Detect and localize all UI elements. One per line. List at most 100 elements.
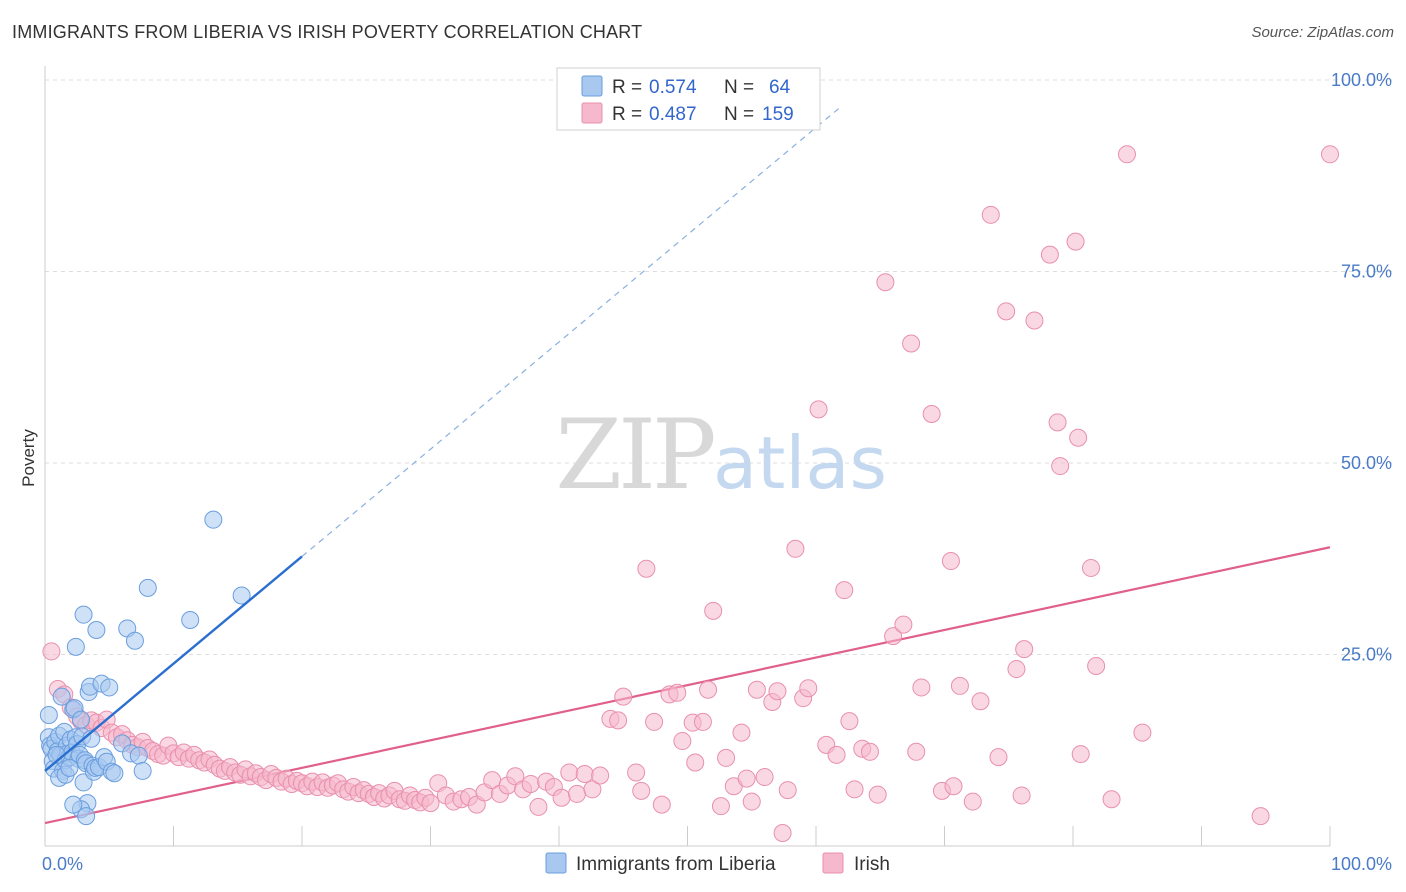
y-axis-label: Poverty <box>19 429 38 487</box>
watermark-zip: ZIP <box>555 399 714 511</box>
correlation-legend: R = 0.574 N = 64 R = 0.487 N = 159 <box>556 67 821 131</box>
irish-point <box>567 784 586 803</box>
legend-r-label-2: R = <box>612 104 642 125</box>
liberia-point <box>105 764 124 783</box>
legend-blue-swatch <box>581 75 603 97</box>
irish-point <box>1007 660 1026 679</box>
source-label: Source: ZipAtlas.com <box>1251 24 1394 41</box>
liberia-point <box>39 706 58 725</box>
irish-point <box>1071 745 1090 764</box>
irish-point <box>637 559 656 578</box>
irish-point <box>699 680 718 699</box>
irish-point <box>632 781 651 800</box>
irish-point <box>1051 457 1070 476</box>
irish-point <box>981 205 1000 224</box>
irish-point <box>686 753 705 772</box>
irish-point <box>627 763 646 782</box>
liberia-trend-line <box>44 555 303 772</box>
irish-point <box>521 774 540 793</box>
irish-point <box>868 785 887 804</box>
irish-point <box>894 615 913 634</box>
bottom-legend-label-irish: Irish <box>854 854 890 875</box>
irish-point <box>711 797 730 816</box>
bottom-legend-pink-swatch <box>822 852 844 874</box>
irish-point <box>583 780 602 799</box>
liberia-point <box>71 710 90 729</box>
irish-point <box>1081 558 1100 577</box>
liberia-point <box>74 605 93 624</box>
irish-point <box>944 777 963 796</box>
irish-point <box>645 712 664 731</box>
liberia-point <box>87 620 106 639</box>
irish-point <box>912 678 931 697</box>
irish-point <box>884 627 903 646</box>
y-tick-label: 50.0% <box>1341 453 1392 473</box>
irish-point <box>950 676 969 695</box>
irish-point <box>827 745 846 764</box>
irish-point <box>778 781 797 800</box>
irish-point <box>732 723 751 742</box>
irish-point <box>673 732 692 751</box>
liberia-point <box>77 807 96 826</box>
y-tick-label: 25.0% <box>1341 645 1392 665</box>
irish-point <box>742 792 761 811</box>
irish-point <box>876 273 895 292</box>
liberia-point <box>129 746 148 765</box>
irish-point <box>1066 232 1085 251</box>
irish-point <box>840 712 859 731</box>
bottom-legend-blue-swatch <box>545 852 567 874</box>
irish-point <box>1015 640 1034 659</box>
liberia-point <box>138 578 157 597</box>
x-tick-label: 0.0% <box>42 854 83 874</box>
legend-r-value-1: 0.574 <box>649 77 697 98</box>
irish-point <box>609 711 628 730</box>
irish-point <box>614 687 633 706</box>
liberia-point <box>60 758 79 777</box>
irish-point <box>755 768 774 787</box>
irish-point <box>809 400 828 419</box>
y-tick-label: 75.0% <box>1341 262 1392 282</box>
irish-point <box>1117 145 1136 164</box>
irish-point <box>704 601 723 620</box>
irish-point <box>652 795 671 814</box>
liberia-point <box>133 761 152 780</box>
irish-point <box>845 780 864 799</box>
irish-point <box>693 712 712 731</box>
bottom-legend-label-liberia: Immigrants from Liberia <box>576 854 776 875</box>
irish-point <box>835 581 854 600</box>
legend-r-value-2: 0.487 <box>649 104 697 125</box>
liberia-trend-extension <box>301 105 843 557</box>
grid-lines <box>45 79 1392 655</box>
irish-point <box>529 797 548 816</box>
irish-point <box>907 742 926 761</box>
irish-point <box>1087 656 1106 675</box>
irish-point <box>421 794 440 813</box>
liberia-point <box>125 631 144 650</box>
x-tick-labels: 0.0% 100.0% <box>42 854 1392 874</box>
liberia-point <box>66 637 85 656</box>
irish-point <box>997 302 1016 321</box>
irish-point <box>1251 807 1270 826</box>
irish-point <box>941 552 960 571</box>
irish-point <box>1069 428 1088 447</box>
irish-point <box>42 642 61 661</box>
irish-point <box>1321 145 1339 164</box>
irish-point <box>747 680 766 699</box>
irish-point <box>989 748 1008 767</box>
irish-points <box>42 145 1339 842</box>
liberia-point <box>204 510 223 529</box>
irish-point <box>971 692 990 711</box>
irish-point <box>1102 790 1121 809</box>
irish-point <box>717 748 736 767</box>
irish-point <box>737 769 756 788</box>
liberia-point <box>100 678 119 697</box>
liberia-point <box>232 586 251 605</box>
irish-point <box>1012 786 1031 805</box>
irish-point <box>786 539 805 558</box>
irish-point <box>552 788 571 807</box>
legend-n-label-1: N = <box>724 77 754 98</box>
legend-pink-swatch <box>581 102 603 124</box>
irish-point <box>1040 245 1059 264</box>
irish-point <box>1133 723 1152 742</box>
